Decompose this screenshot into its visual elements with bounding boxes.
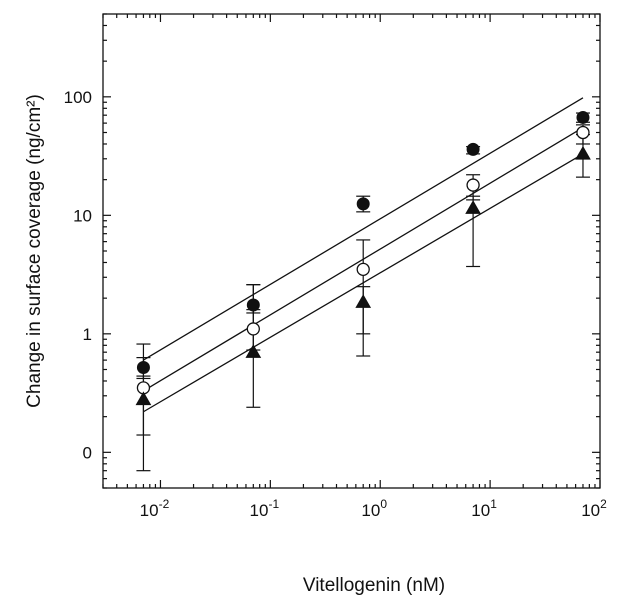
point-s2-4 [466, 178, 480, 192]
y-tick-label: 0 [83, 443, 92, 462]
point-s3-3 [355, 294, 372, 308]
point-s2-3 [356, 262, 370, 277]
point-s1-5 [576, 110, 590, 124]
point-s3-1 [135, 391, 152, 406]
y-tick-label: 1 [83, 325, 92, 344]
x-tick-label: 102 [581, 497, 607, 520]
x-tick-label: 10-1 [250, 497, 280, 520]
error-bars [136, 112, 590, 472]
x-tick-label: 10-2 [140, 497, 170, 520]
y-axis-ticks: 0 1 10 100 [64, 13, 600, 489]
point-s2-5 [576, 125, 590, 140]
x-axis-title: Vitellogenin (nM) [303, 575, 445, 596]
point-s3-2 [245, 344, 262, 358]
point-s1-2 [246, 298, 260, 312]
y-axis-title: Change in surface coverage (ng/cm²) [24, 94, 45, 408]
point-s3-4 [465, 200, 481, 214]
point-s1-4 [466, 142, 480, 156]
point-s3-5 [575, 145, 591, 160]
y-tick-label: 10 [73, 206, 92, 225]
data-markers [135, 110, 591, 406]
x-tick-label: 100 [361, 497, 387, 520]
point-s1-3 [356, 197, 370, 211]
point-s2-2 [246, 322, 260, 336]
fit-line-1 [143, 97, 584, 361]
x-tick-label: 101 [471, 497, 497, 520]
y-tick-label: 100 [64, 88, 92, 107]
plot-frame [102, 13, 601, 489]
x-axis-ticks: 10-2 10-1 100 101 102 [102, 14, 607, 520]
point-s1-1 [136, 360, 150, 374]
